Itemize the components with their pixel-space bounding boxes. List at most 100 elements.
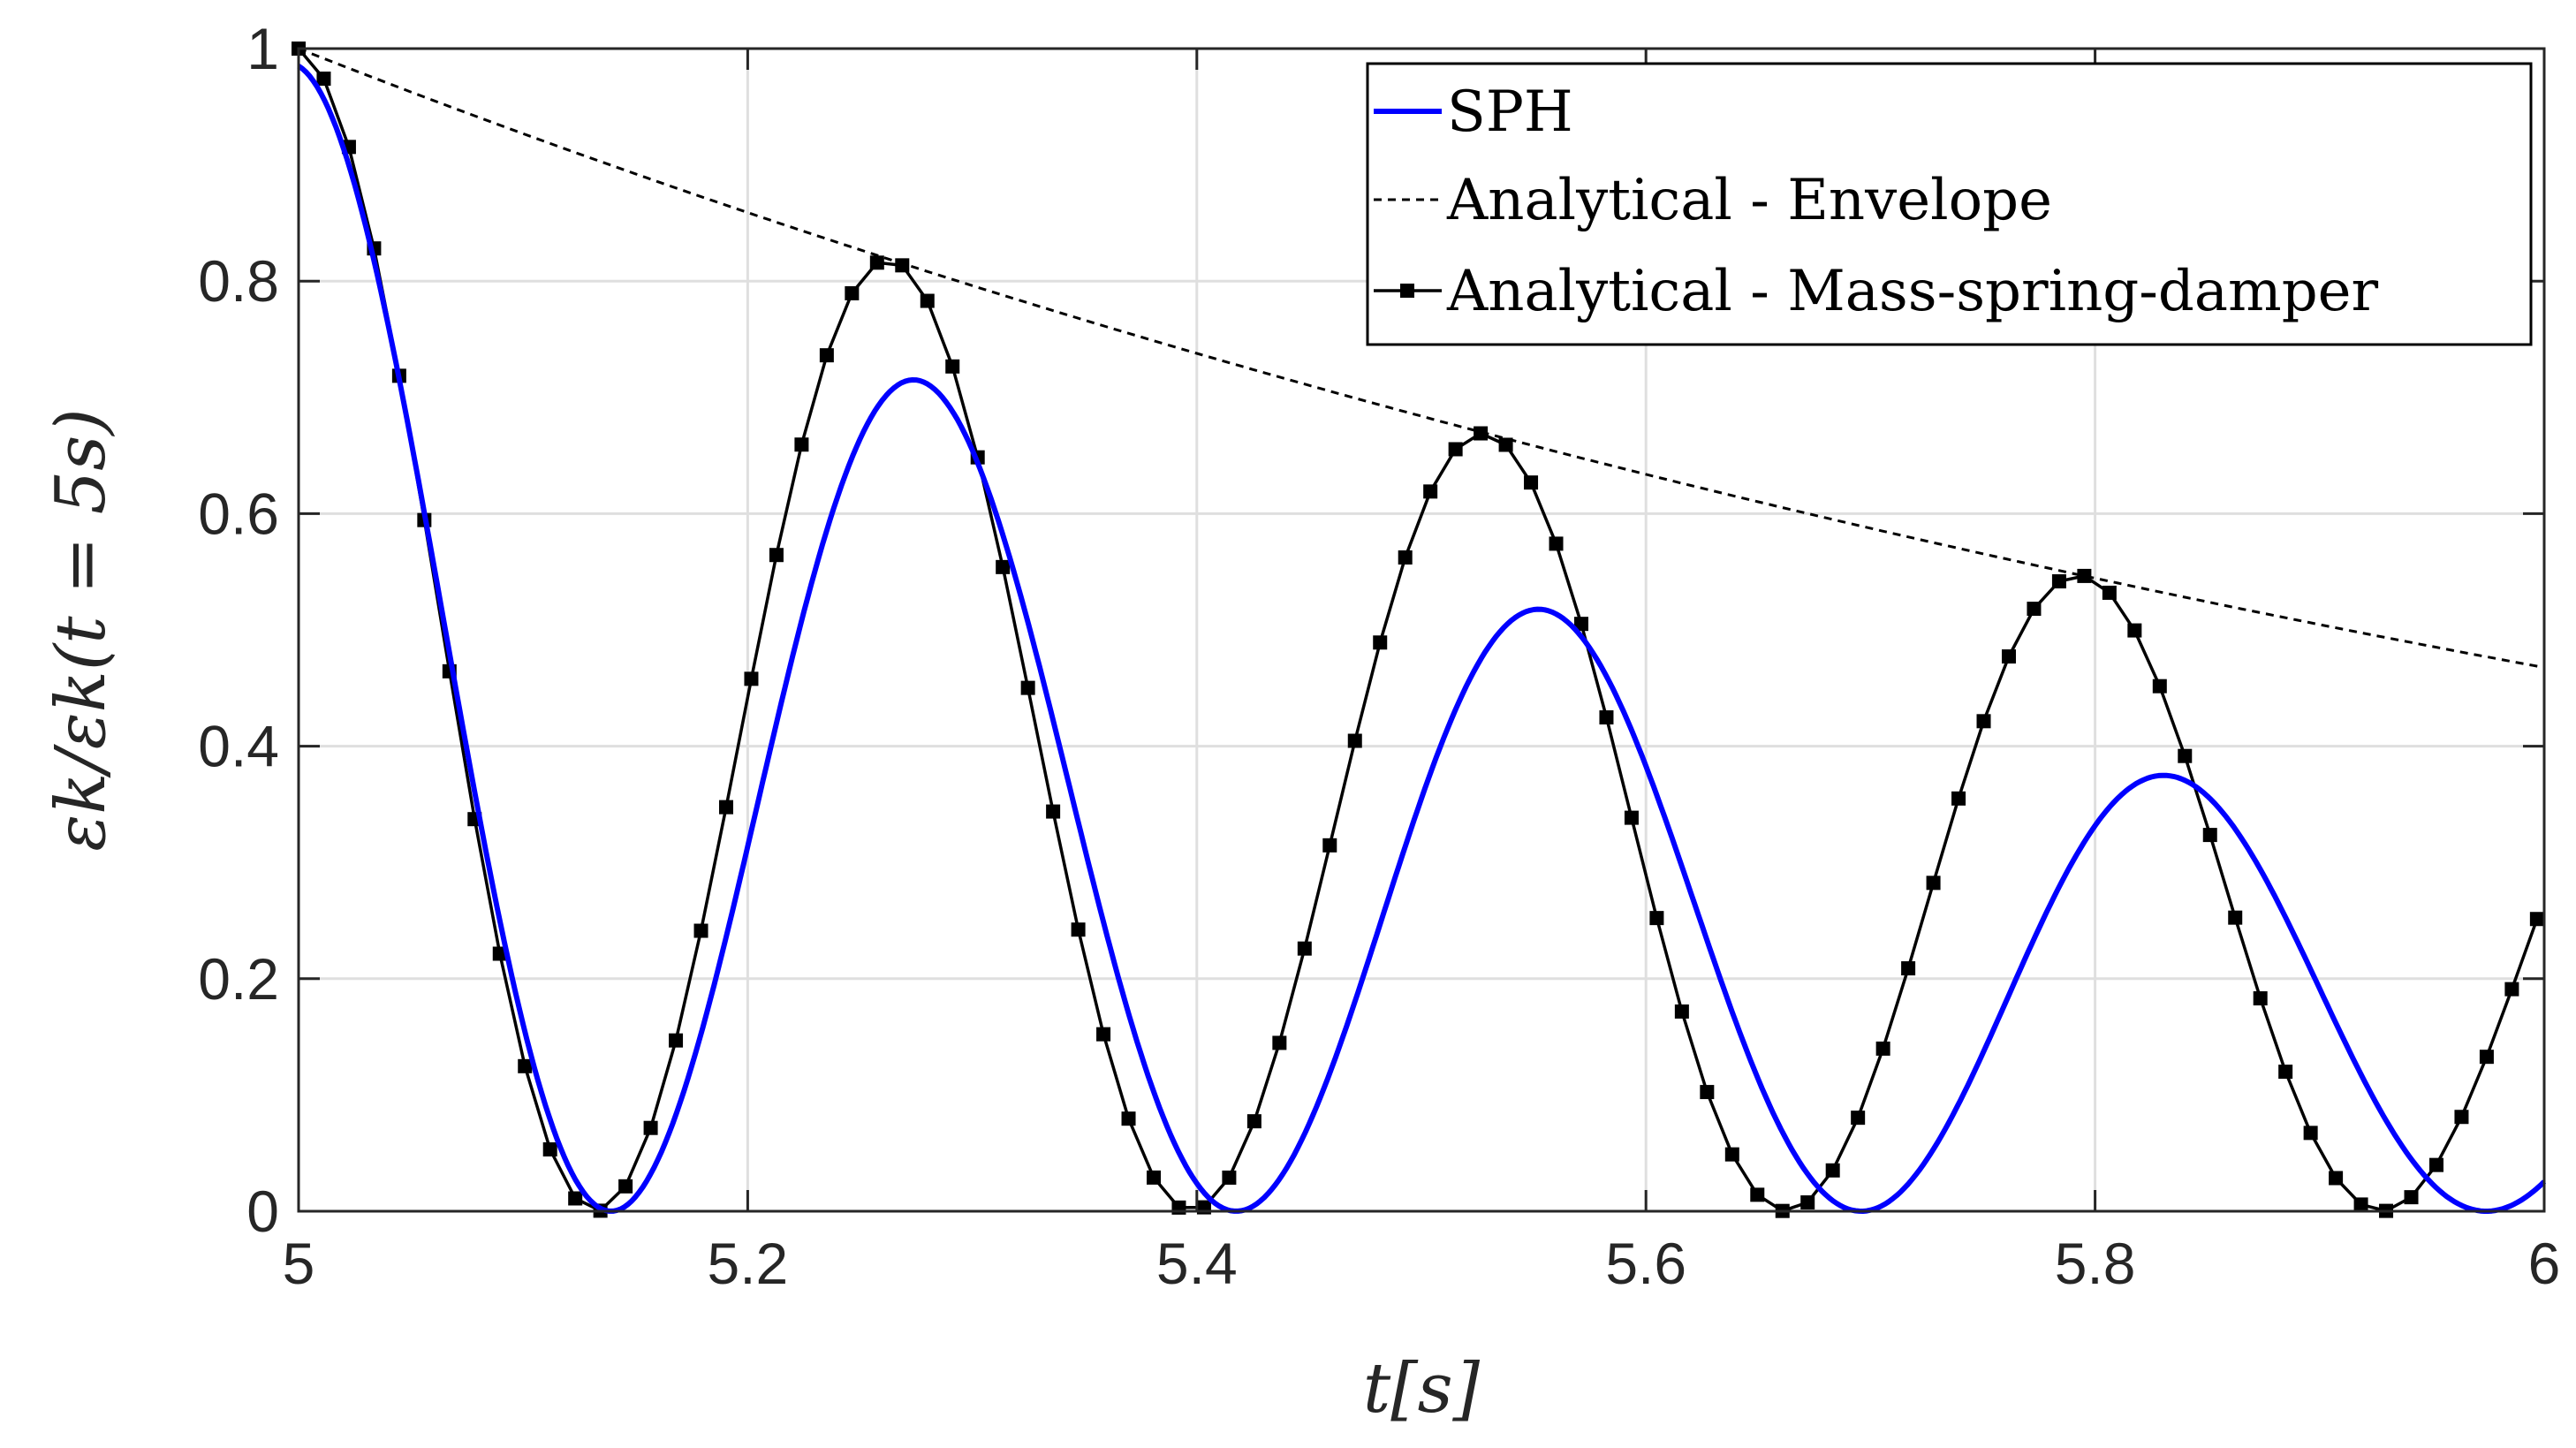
msd-marker bbox=[2001, 649, 2016, 664]
msd-marker bbox=[2178, 748, 2193, 763]
msd-marker bbox=[1398, 550, 1413, 565]
msd-marker bbox=[1599, 710, 1614, 725]
x-tick-label: 5.6 bbox=[1605, 1231, 1686, 1296]
y-axis-label: εk/εk(t = 5s) bbox=[42, 408, 121, 851]
msd-marker bbox=[2202, 828, 2217, 843]
msd-marker bbox=[794, 437, 809, 452]
msd-marker bbox=[618, 1179, 633, 1194]
y-tick-label: 0.2 bbox=[198, 946, 279, 1012]
msd-marker bbox=[1246, 1114, 1261, 1129]
msd-marker bbox=[1222, 1170, 1237, 1185]
msd-marker bbox=[1297, 941, 1312, 956]
x-tick-label: 6 bbox=[2528, 1231, 2561, 1296]
plot-frame bbox=[297, 47, 2546, 1213]
msd-marker bbox=[518, 1058, 533, 1073]
msd-marker bbox=[2102, 585, 2117, 600]
msd-marker bbox=[316, 72, 331, 87]
msd-marker bbox=[2529, 912, 2544, 927]
msd-marker bbox=[2428, 1157, 2443, 1172]
msd-marker bbox=[895, 258, 910, 273]
msd-marker bbox=[1573, 617, 1588, 632]
msd-marker bbox=[2077, 568, 2092, 583]
msd-marker bbox=[1976, 714, 1991, 729]
msd-marker bbox=[693, 923, 708, 938]
msd-marker bbox=[2278, 1065, 2293, 1080]
msd-marker bbox=[2353, 1197, 2368, 1212]
msd-marker bbox=[744, 671, 759, 686]
series-sph bbox=[297, 64, 2547, 1214]
legend: SPH Analytical - Envelope Analytical - M… bbox=[1366, 62, 2533, 346]
msd-marker bbox=[1046, 804, 1061, 819]
x-tick-label: 5.2 bbox=[708, 1231, 789, 1296]
y-tick-label: 0 bbox=[246, 1179, 279, 1244]
msd-marker bbox=[718, 800, 733, 815]
legend-swatch-msd-marker bbox=[1400, 284, 1414, 298]
msd-marker bbox=[1851, 1111, 1866, 1126]
msd-marker bbox=[1423, 484, 1438, 499]
msd-marker bbox=[1498, 437, 1513, 452]
msd-marker bbox=[2228, 910, 2243, 925]
msd-marker bbox=[2253, 991, 2268, 1006]
msd-marker bbox=[1724, 1147, 1739, 1162]
msd-marker bbox=[1448, 442, 1463, 457]
msd-marker bbox=[2127, 623, 2142, 638]
msd-marker bbox=[2504, 982, 2519, 997]
legend-label-msd: Analytical - Mass-spring-damper bbox=[1446, 259, 2379, 324]
msd-marker bbox=[542, 1142, 557, 1157]
msd-marker bbox=[1901, 961, 1916, 976]
msd-marker bbox=[643, 1120, 658, 1135]
msd-marker bbox=[945, 359, 960, 374]
msd-marker bbox=[996, 559, 1011, 574]
msd-marker bbox=[1347, 733, 1362, 748]
msd-marker bbox=[1474, 426, 1489, 441]
x-axis-label: t[s] bbox=[1363, 1349, 1481, 1429]
msd-marker bbox=[1096, 1027, 1111, 1042]
msd-marker bbox=[920, 293, 935, 308]
y-tick-label: 0.8 bbox=[198, 248, 279, 314]
msd-marker bbox=[1825, 1163, 1840, 1178]
x-tick-label: 5 bbox=[283, 1231, 315, 1296]
msd-marker bbox=[1146, 1170, 1161, 1185]
axis-ticks bbox=[297, 47, 2546, 1213]
msd-marker bbox=[845, 285, 860, 300]
series-envelope bbox=[298, 47, 2545, 670]
msd-marker bbox=[1700, 1085, 1715, 1100]
msd-marker bbox=[2404, 1190, 2419, 1205]
legend-label-envelope: Analytical - Envelope bbox=[1446, 168, 2052, 233]
msd-marker bbox=[1272, 1035, 1287, 1050]
msd-marker bbox=[2152, 679, 2167, 694]
sph-line bbox=[297, 64, 2547, 1214]
y-tick-labels: 0 0.2 0.4 0.6 0.8 1 bbox=[198, 16, 279, 1244]
msd-marker bbox=[669, 1033, 684, 1048]
legend-label-sph: SPH bbox=[1447, 80, 1573, 145]
msd-marker bbox=[1951, 791, 1966, 806]
msd-marker bbox=[1926, 876, 1941, 891]
msd-marker bbox=[1071, 922, 1086, 937]
msd-marker bbox=[1674, 1004, 1689, 1019]
envelope-line bbox=[298, 47, 2545, 670]
x-tick-label: 5.4 bbox=[1156, 1231, 1238, 1296]
msd-marker bbox=[869, 255, 884, 270]
msd-marker bbox=[492, 946, 507, 961]
msd-line bbox=[297, 47, 2539, 1213]
x-tick-label: 5.8 bbox=[2055, 1231, 2136, 1296]
y-tick-label: 0.6 bbox=[198, 481, 279, 546]
msd-marker bbox=[1549, 536, 1564, 551]
msd-marker bbox=[2454, 1110, 2469, 1125]
msd-marker bbox=[1750, 1187, 1765, 1202]
y-tick-label: 0.4 bbox=[198, 714, 279, 779]
msd-marker bbox=[1649, 911, 1664, 926]
msd-marker bbox=[1624, 810, 1639, 825]
msd-marker bbox=[1800, 1195, 1815, 1210]
msd-marker bbox=[2303, 1126, 2318, 1141]
msd-marker bbox=[2329, 1171, 2344, 1186]
msd-marker bbox=[2027, 602, 2042, 617]
msd-marker bbox=[2051, 574, 2066, 589]
msd-marker bbox=[1020, 680, 1035, 695]
msd-marker bbox=[2479, 1050, 2494, 1065]
msd-marker bbox=[1121, 1111, 1136, 1126]
msd-marker bbox=[568, 1191, 583, 1206]
msd-marker bbox=[1875, 1041, 1890, 1056]
msd-marker bbox=[1322, 838, 1337, 853]
